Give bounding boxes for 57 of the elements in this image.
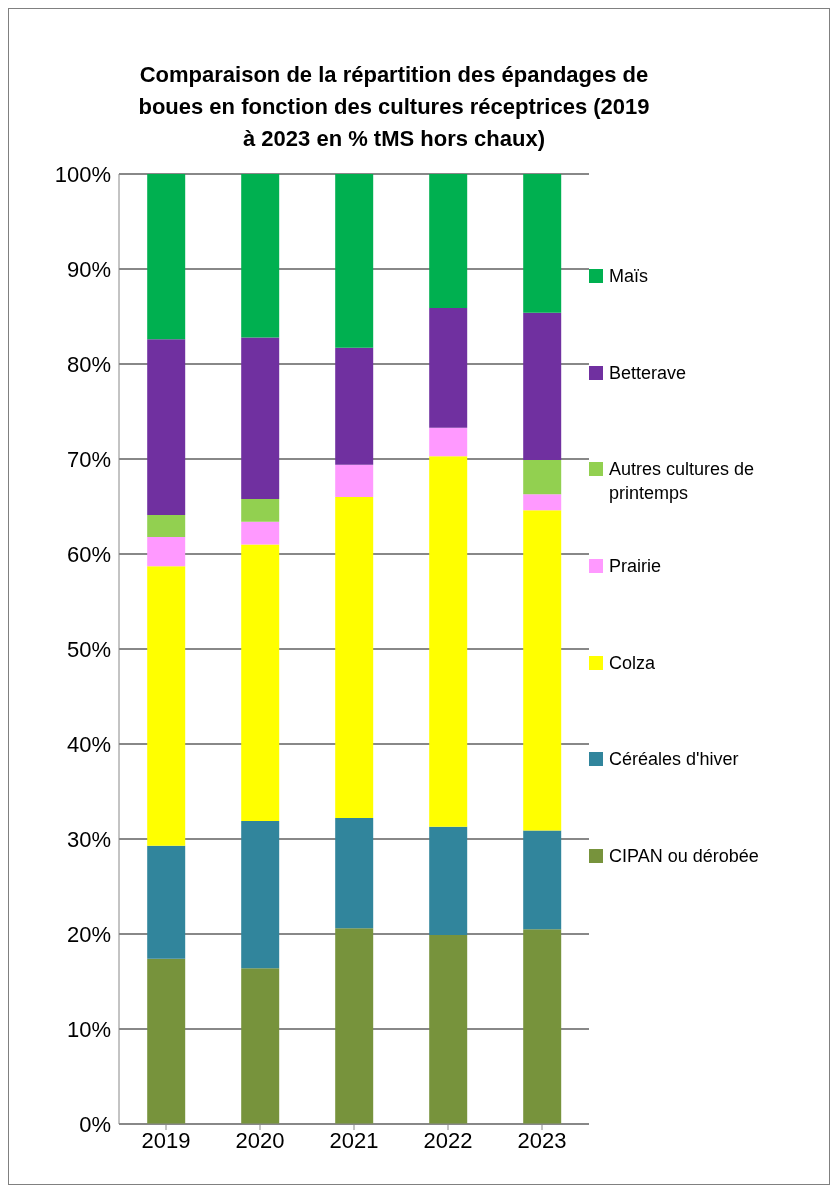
- y-tick-label: 20%: [66, 921, 111, 947]
- x-tick-label: 2023: [517, 1127, 567, 1153]
- bar: [147, 566, 186, 846]
- bar: [523, 174, 562, 313]
- y-tick-label: 10%: [66, 1016, 111, 1042]
- bar: [147, 536, 186, 567]
- bar: [523, 830, 562, 930]
- bar: [335, 464, 374, 497]
- y-tick-label: 30%: [66, 826, 111, 852]
- bar: [241, 968, 280, 1124]
- bar: [429, 307, 468, 428]
- legend-label: Betterave: [609, 361, 687, 385]
- y-tick-label: 50%: [66, 636, 111, 662]
- bar: [335, 174, 374, 348]
- legend-label: Maïs: [609, 265, 649, 288]
- bar: [523, 494, 562, 511]
- x-tick-label: 2020: [235, 1127, 285, 1153]
- bar: [241, 337, 280, 499]
- bar: [429, 456, 468, 827]
- bar: [335, 497, 374, 819]
- bar: [241, 174, 280, 338]
- chart-title: Comparaison de la répartition des épandages de boues en fonction des cultures réceptrices (2019 à 2023 en % tMS hors chaux): [137, 61, 651, 153]
- bar: [241, 498, 280, 522]
- bar: [147, 174, 186, 340]
- y-tick-label: 60%: [66, 541, 111, 567]
- bar: [523, 459, 562, 495]
- bar: [523, 510, 562, 831]
- bar: [429, 427, 468, 457]
- y-tick-label: 70%: [66, 446, 111, 472]
- bar: [335, 928, 374, 1124]
- x-tick-label: 2021: [329, 1127, 379, 1153]
- bar: [147, 515, 186, 537]
- legend-label: Céréales d'hiver: [609, 748, 739, 772]
- legend-label: CIPAN ou dérobée: [609, 844, 759, 868]
- bar: [429, 934, 468, 1124]
- y-tick-label: 40%: [66, 731, 111, 757]
- y-tick-label: 90%: [66, 256, 111, 282]
- bar: [429, 826, 468, 935]
- bar: [147, 958, 186, 1124]
- bar: [523, 312, 562, 460]
- bar: [523, 929, 562, 1124]
- bar: [241, 521, 280, 545]
- bar: [335, 347, 374, 465]
- legend-label: Colza: [609, 651, 656, 675]
- y-tick-label: 0%: [79, 1111, 111, 1137]
- legend-label: Autres cultures de printemps: [609, 458, 756, 506]
- bar: [147, 845, 186, 959]
- y-tick-label: 100%: [54, 161, 111, 187]
- legend-label: Prairie: [609, 554, 662, 578]
- y-tick-label: 80%: [66, 351, 111, 377]
- bar: [147, 339, 186, 516]
- bar: [241, 820, 280, 969]
- bar: [241, 544, 280, 821]
- bar: [335, 818, 374, 929]
- x-tick-label: 2022: [423, 1127, 473, 1153]
- x-tick-label: 2019: [141, 1127, 191, 1153]
- bar: [429, 174, 468, 308]
